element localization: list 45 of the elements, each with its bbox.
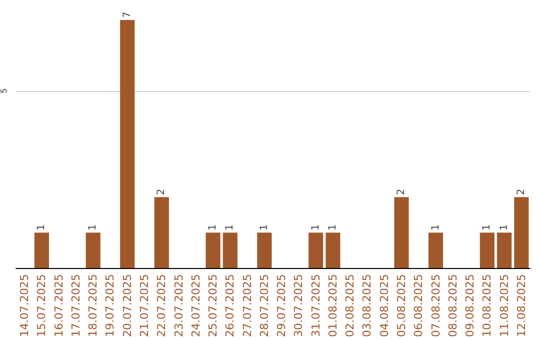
- x-tick-label: 22.07.2025: [155, 274, 168, 338]
- x-tick-label: 10.08.2025: [480, 274, 494, 338]
- x-tick-label: 12.08.2025: [514, 274, 528, 338]
- y-tick-label: 5: [0, 88, 8, 94]
- data-label: 1: [258, 224, 270, 231]
- data-label: 2: [396, 188, 407, 196]
- data-label: 1: [482, 224, 493, 231]
- x-tick-label: 25.07.2025: [206, 274, 220, 338]
- x-tick-label: 11.08.2025: [498, 274, 511, 338]
- data-label: 1: [430, 224, 442, 231]
- data-label: 1: [36, 224, 48, 231]
- x-tick-label: 27.07.2025: [240, 274, 254, 338]
- data-label: 1: [498, 224, 510, 231]
- x-tick-label: 28.07.2025: [258, 274, 271, 338]
- x-tick-label: 09.08.2025: [464, 274, 477, 338]
- x-tick-label: 16.07.2025: [52, 274, 66, 338]
- x-tick-label: 31.07.2025: [309, 274, 322, 338]
- x-tick-label: 08.08.2025: [446, 274, 460, 338]
- x-tick-label: 02.08.2025: [344, 274, 357, 338]
- data-label: 2: [156, 188, 168, 196]
- data-label: 1: [224, 224, 236, 231]
- x-tick-label: 21.07.2025: [138, 274, 151, 338]
- data-label: 1: [208, 224, 219, 231]
- x-tick-label: 18.07.2025: [86, 274, 100, 338]
- x-tick-label: 07.08.2025: [429, 274, 442, 338]
- x-tick-label: 01.08.2025: [326, 274, 340, 338]
- data-label: 7: [122, 12, 133, 18]
- x-tick-label: 04.08.2025: [378, 274, 391, 338]
- x-tick-label: 29.07.2025: [275, 274, 288, 338]
- x-tick-label: 17.07.2025: [69, 274, 82, 338]
- x-tick-label: 26.07.2025: [224, 274, 237, 338]
- x-tick-label: 05.08.2025: [395, 274, 408, 338]
- data-label: 1: [88, 224, 99, 231]
- x-tick-label: 20.07.2025: [120, 274, 134, 338]
- data-label: 2: [516, 188, 527, 196]
- x-tick-label: 23.07.2025: [172, 274, 186, 338]
- x-tick-label: 24.07.2025: [189, 274, 202, 338]
- x-tick-label: 03.08.2025: [360, 274, 374, 338]
- x-tick-label: 06.08.2025: [412, 274, 426, 338]
- x-tick-label: 30.07.2025: [292, 274, 306, 338]
- x-tick-label: 15.07.2025: [35, 274, 48, 338]
- data-label: 1: [327, 224, 338, 231]
- data-label: 1: [310, 224, 322, 231]
- x-tick-label: 14.07.2025: [18, 274, 32, 338]
- x-tick-label: 19.07.2025: [104, 274, 117, 338]
